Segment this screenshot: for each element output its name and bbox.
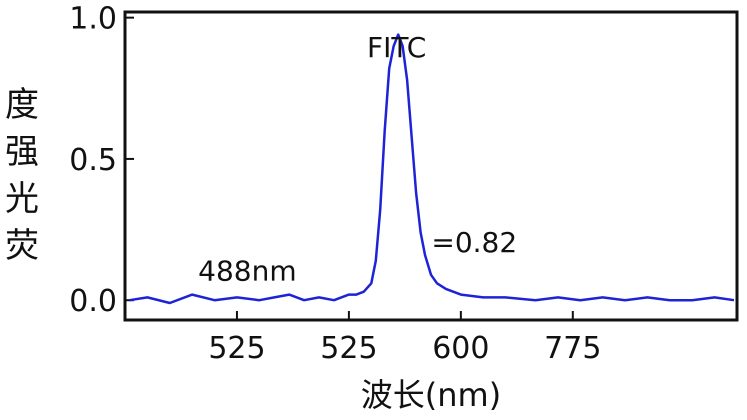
x-tick-label: 525 [320, 331, 377, 366]
plot-frame [123, 10, 739, 322]
y-axis-ticks: 0.0 0.5 1.0 [69, 2, 134, 319]
x-tick-label: 775 [544, 331, 601, 366]
x-axis-label: 波长(nm) [361, 376, 501, 414]
x-tick-label: 525 [208, 331, 265, 366]
annotation-label: =0.82 [431, 226, 517, 259]
annotation-layer: FITC 488nm =0.82 [198, 31, 517, 287]
series-layer [129, 33, 735, 305]
y-axis-label-char: 光 [5, 179, 39, 219]
y-axis-label-char: 度 [5, 85, 39, 125]
x-axis-ticks: 525 525 600 775 [208, 311, 601, 366]
y-axis-label-char: 强 [5, 132, 39, 172]
y-tick-label: 0.5 [69, 143, 117, 178]
annotation-label: 488nm [198, 254, 296, 287]
y-tick-label: 0.0 [69, 284, 117, 319]
x-tick-label: 600 [432, 331, 489, 366]
y-tick-label: 1.0 [69, 2, 117, 37]
annotation-label: FITC [367, 31, 426, 64]
y-axis-label-char: 荧 [5, 226, 39, 266]
spectrum-line [129, 33, 735, 305]
